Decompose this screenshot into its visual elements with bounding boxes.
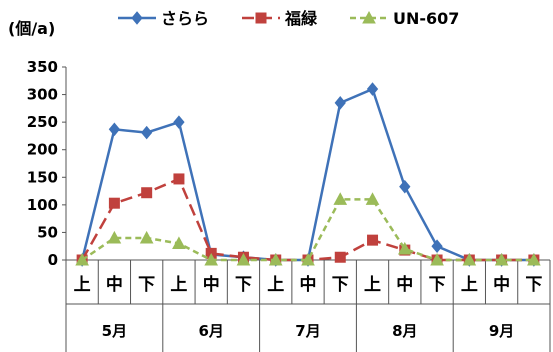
- data-point: [334, 96, 346, 110]
- month-labels: 5月 6月 7月 8月 9月: [102, 322, 515, 340]
- y-tick-label: 200: [27, 141, 58, 159]
- data-point: [139, 230, 154, 244]
- y-tick-label: 300: [27, 86, 58, 104]
- x-tick-label: 下: [429, 275, 446, 295]
- y-tick-label: 100: [27, 196, 58, 214]
- legend-marker: [362, 10, 376, 24]
- data-point: [173, 115, 185, 129]
- legend-label: さらら: [161, 9, 209, 28]
- data-point: [75, 252, 89, 266]
- legend-entry: さらら: [118, 9, 209, 28]
- data-point: [301, 252, 315, 266]
- y-axis-ticks: 0 50 100 150 200 250 300 350: [27, 58, 66, 269]
- data-point: [366, 82, 379, 96]
- legend-marker: [255, 12, 267, 24]
- data-point: [204, 252, 219, 266]
- data-point: [108, 122, 121, 137]
- data-point: [107, 230, 122, 244]
- y-axis-unit-label: (個/a): [8, 19, 55, 38]
- x-tick-label: 中: [203, 274, 220, 295]
- data-point: [494, 252, 509, 266]
- series-line: [80, 87, 534, 262]
- data-point: [367, 234, 379, 246]
- x-tick-label: 下: [138, 275, 155, 295]
- data-point: [173, 173, 185, 185]
- legend: さらら 福緑 UN-607: [118, 9, 459, 28]
- data-point: [399, 179, 411, 194]
- x-tick-label: 中: [106, 274, 123, 295]
- y-tick-label: 250: [27, 113, 58, 131]
- x-axis-labels: 上中下上中下上中下上中下上中下: [74, 274, 543, 295]
- data-point: [462, 252, 477, 266]
- data-point: [141, 187, 153, 199]
- month-label: 7月: [295, 322, 320, 340]
- month-label: 5月: [102, 322, 127, 340]
- legend-label: UN-607: [393, 9, 459, 28]
- x-tick-label: 上: [461, 275, 478, 295]
- y-tick-label: 50: [37, 223, 58, 241]
- x-tick-label: 中: [300, 274, 317, 295]
- x-tick-label: 下: [235, 275, 252, 295]
- data-point: [236, 252, 251, 266]
- legend-entry: 福緑: [242, 9, 318, 28]
- y-tick-label: 0: [48, 251, 58, 269]
- x-tick-label: 下: [525, 275, 542, 295]
- y-tick-label: 350: [27, 58, 58, 76]
- data-point: [108, 197, 120, 209]
- data-point: [431, 239, 443, 253]
- legend-label: 福緑: [284, 9, 318, 28]
- data-point: [397, 241, 412, 255]
- data-point: [334, 251, 346, 263]
- month-label: 9月: [489, 322, 514, 340]
- series-lines: [75, 82, 541, 267]
- x-tick-label: 中: [396, 274, 413, 295]
- series-3: [75, 192, 541, 266]
- x-tick-label: 上: [267, 275, 284, 295]
- x-tick-label: 中: [493, 274, 510, 295]
- data-point: [172, 236, 186, 249]
- x-tick-label: 上: [74, 275, 91, 295]
- data-point: [430, 252, 444, 266]
- data-point: [527, 252, 541, 266]
- data-point: [141, 125, 153, 140]
- legend-entry: UN-607: [350, 9, 459, 28]
- series-2: [76, 173, 540, 266]
- y-tick-label: 150: [27, 168, 58, 186]
- x-tick-label: 下: [332, 275, 349, 295]
- axes: [65, 67, 551, 352]
- month-label: 6月: [198, 322, 223, 340]
- series-line: [81, 198, 534, 262]
- x-tick-label: 上: [364, 275, 381, 295]
- x-tick-label: 上: [170, 275, 187, 295]
- data-point: [268, 252, 283, 266]
- data-point: [333, 192, 348, 205]
- data-point: [365, 192, 380, 205]
- legend-marker: [131, 11, 143, 25]
- month-label: 8月: [392, 322, 417, 340]
